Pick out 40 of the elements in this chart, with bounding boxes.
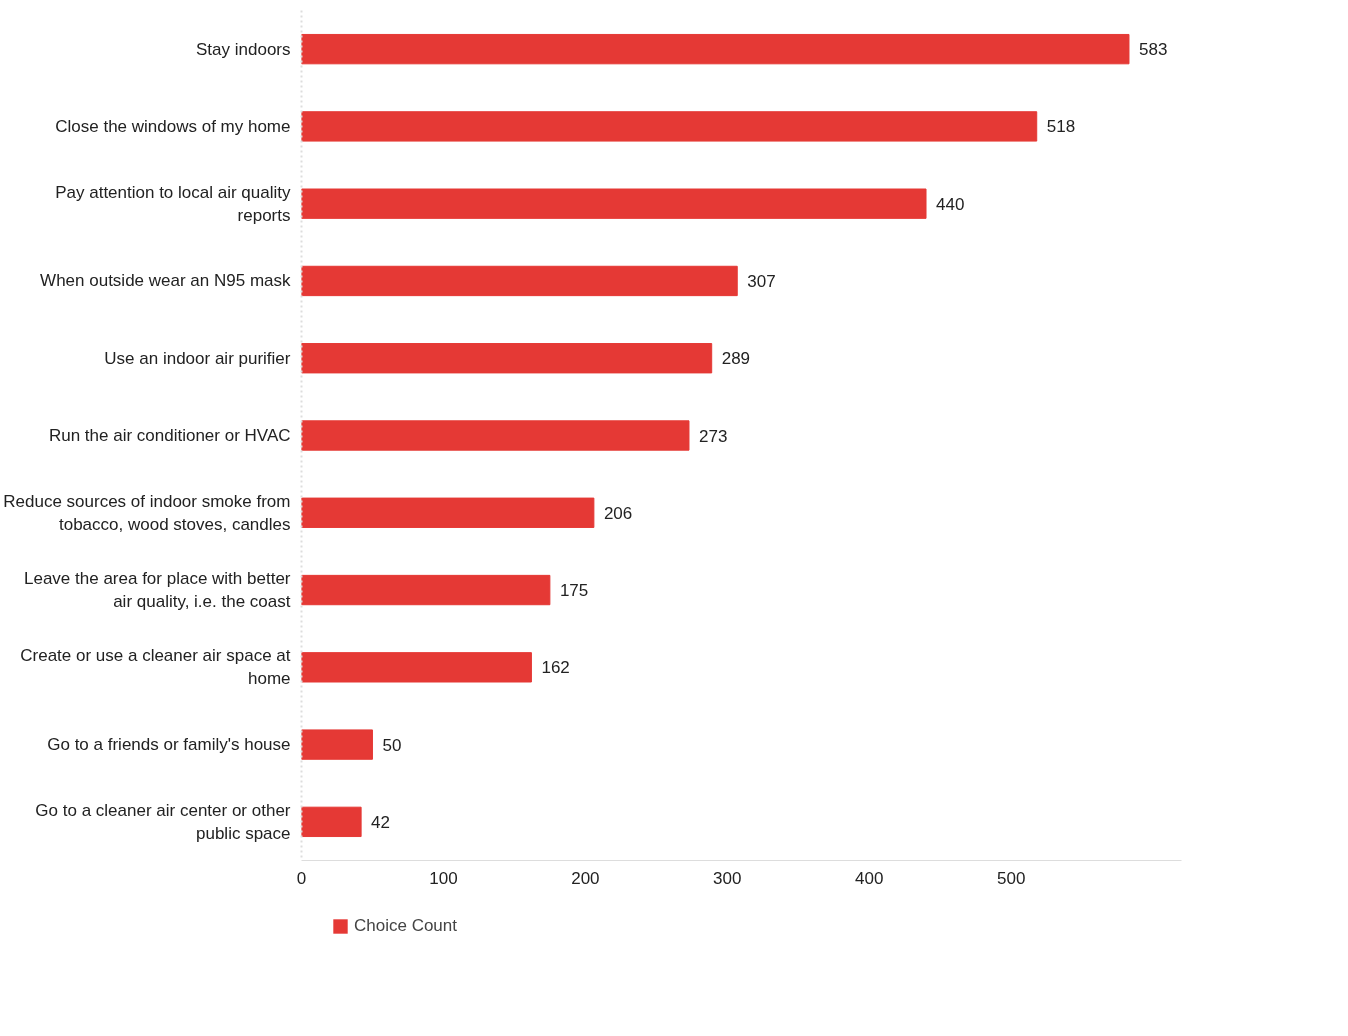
y-tick-label: Close the windows of my home bbox=[55, 116, 291, 136]
x-tick-label: 400 bbox=[855, 868, 884, 888]
x-tick-label: 300 bbox=[713, 868, 742, 888]
bar bbox=[301, 111, 1038, 142]
data-label: 50 bbox=[382, 735, 402, 755]
y-tick-label: Create or use a cleaner air space at home bbox=[20, 646, 291, 689]
y-tick-label: Pay attention to local air quality reports bbox=[55, 182, 291, 225]
x-tick-label: 0 bbox=[296, 868, 307, 888]
bar bbox=[301, 574, 551, 606]
data-label: 583 bbox=[1138, 40, 1168, 60]
bar bbox=[301, 497, 595, 528]
data-label: 440 bbox=[936, 194, 965, 214]
bar bbox=[301, 806, 362, 838]
bar bbox=[301, 729, 373, 760]
x-tick-label: 100 bbox=[429, 868, 458, 888]
data-label: 206 bbox=[603, 503, 633, 523]
data-label: 175 bbox=[559, 581, 589, 601]
y-tick-label: Leave the area for place with better air quality, i.e. the coast bbox=[24, 569, 291, 611]
bar bbox=[301, 652, 532, 683]
data-label: 42 bbox=[371, 812, 391, 832]
bar bbox=[301, 33, 1130, 65]
data-label: 307 bbox=[747, 271, 776, 291]
bar bbox=[301, 343, 713, 374]
y-tick-label: Stay indoors bbox=[196, 39, 291, 59]
x-tick-label: 500 bbox=[997, 868, 1026, 888]
y-tick-label: Go to a cleaner air center or other public space bbox=[35, 800, 291, 843]
y-tick-label: Reduce sources of indoor smoke from tobacco, wood stoves, candles bbox=[3, 491, 291, 534]
y-tick-label: When outside wear an N95 mask bbox=[40, 271, 291, 291]
legend-label: Choice Count bbox=[354, 916, 458, 936]
x-tick-label: 200 bbox=[571, 868, 600, 888]
y-tick-label: Use an indoor air purifier bbox=[104, 348, 291, 368]
data-label: 273 bbox=[698, 426, 728, 446]
bar bbox=[301, 265, 738, 297]
bar bbox=[301, 420, 690, 451]
y-tick-label: Run the air conditioner or HVAC bbox=[48, 426, 291, 445]
bar bbox=[301, 188, 927, 219]
data-label: 518 bbox=[1046, 117, 1076, 137]
data-label: 289 bbox=[721, 349, 751, 369]
data-label: 162 bbox=[541, 658, 570, 678]
y-tick-label: Go to a friends or family's house bbox=[47, 735, 291, 755]
